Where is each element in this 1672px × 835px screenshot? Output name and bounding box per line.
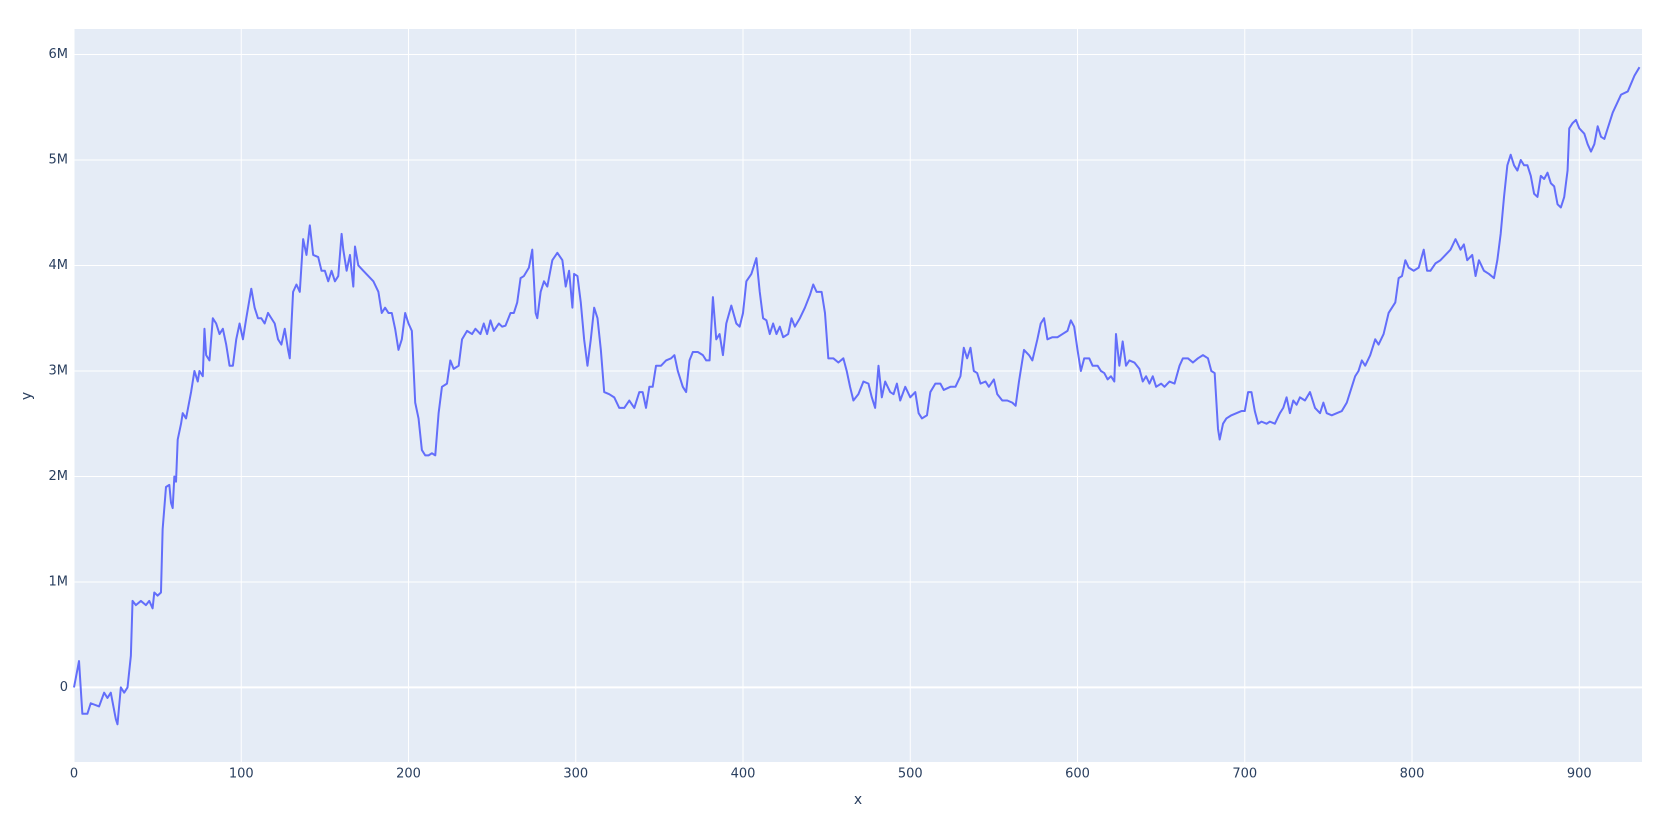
x-tick-label: 300 [563,767,588,782]
y-tick-label: 3M [49,363,69,378]
x-tick-label: 200 [396,767,421,782]
y-tick-label: 1M [49,574,69,589]
x-tick-label: 0 [70,767,78,782]
x-tick-label: 100 [229,767,254,782]
x-axis-title: x [854,792,862,808]
x-tick-label: 600 [1065,767,1090,782]
x-tick-label: 400 [731,767,756,782]
x-tick-label: 500 [898,767,923,782]
x-tick-label: 700 [1232,767,1257,782]
x-tick-label: 800 [1400,767,1425,782]
y-tick-label: 4M [49,258,69,273]
y-tick-label: 2M [49,469,69,484]
y-axis-title: y [19,392,35,400]
y-tick-label: 5M [49,153,69,168]
y-tick-label: 0 [60,680,68,695]
x-tick-label: 900 [1567,767,1592,782]
y-tick-label: 6M [49,47,69,62]
line [73,66,1641,726]
